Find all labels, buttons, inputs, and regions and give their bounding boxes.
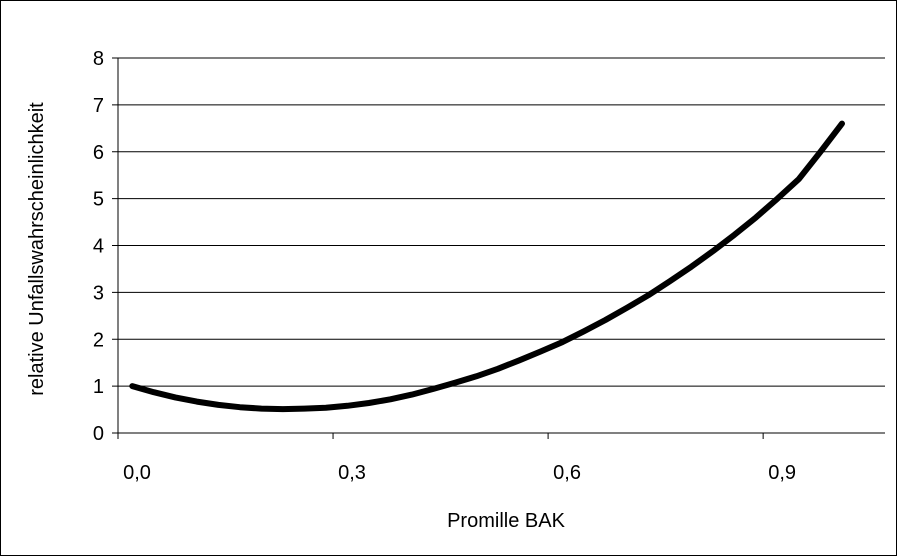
- x-axis-title: Promille BAK: [447, 510, 565, 532]
- gridlines: [118, 58, 885, 386]
- y-tick-labels: 0 1 2 3 4 5 6 7 8: [93, 48, 104, 445]
- x-tick-label: 0,3: [338, 462, 366, 484]
- x-tick-label: 0,0: [123, 462, 151, 484]
- y-tick-label: 4: [93, 236, 104, 258]
- y-tick-label: 2: [93, 329, 104, 351]
- x-tick-labels: 0,0 0,3 0,6 0,9: [123, 462, 796, 484]
- y-tick-label: 5: [93, 189, 104, 211]
- y-tick-label: 7: [93, 95, 104, 117]
- y-tick-label: 8: [93, 48, 104, 70]
- y-tick-label: 1: [93, 376, 104, 398]
- series-line-0: [132, 124, 842, 410]
- y-tick-label: 0: [93, 423, 104, 445]
- series-layer: [132, 124, 842, 410]
- x-tick-label: 0,6: [553, 462, 581, 484]
- x-tick-label: 0,9: [768, 462, 796, 484]
- y-tick-label: 6: [93, 142, 104, 164]
- y-tick-label: 3: [93, 282, 104, 304]
- axes: [112, 58, 885, 439]
- y-axis-title: relative Unfallswahrscheinlichkeit: [26, 102, 48, 396]
